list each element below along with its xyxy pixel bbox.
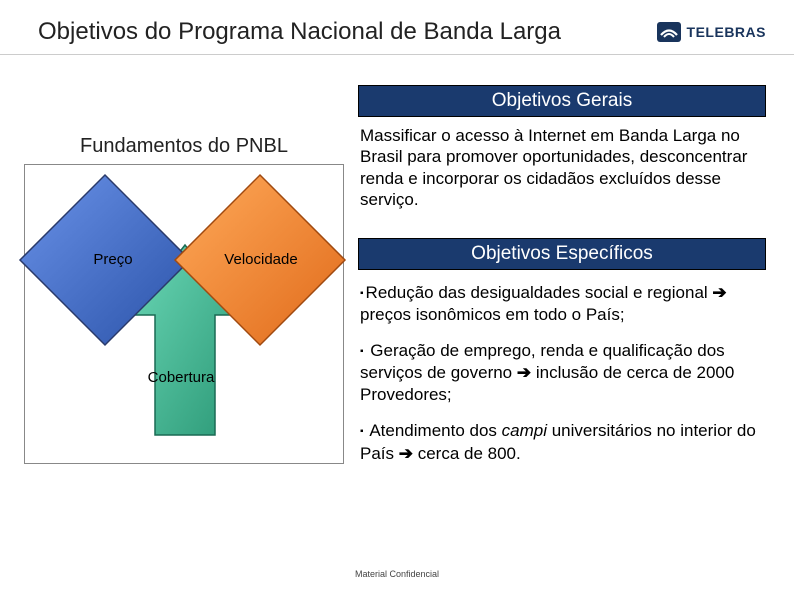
arrow-icon: ➔ [517,363,531,382]
bullet-1: ▪Redução das desigualdades social e regi… [360,282,764,326]
bullet-2: ▪ Geração de emprego, renda e qualificaç… [360,340,764,406]
bullet-mark-icon: ▪ [360,426,364,437]
right-column: Objetivos Gerais Massificar o acesso à I… [358,85,766,485]
cobertura-label: Cobertura [131,369,231,386]
bullet-1-post: preços isonômicos em todo o País; [360,305,625,324]
objetivos-gerais-header: Objetivos Gerais [358,85,766,117]
bullet-3-post: cerca de 800. [413,444,521,463]
left-column: Fundamentos do PNBL [24,135,344,464]
objetivos-especificos-header: Objetivos Específicos [358,238,766,270]
bullet-3: ▪ Atendimento dos campi universitários n… [360,420,764,464]
bullet-3-pre: Atendimento dos [366,421,502,440]
telebras-logo-icon [655,20,683,44]
header: Objetivos do Programa Nacional de Banda … [0,0,794,55]
logo-text: TELEBRAS [687,24,766,40]
pnbl-diagram [15,105,355,485]
velocidade-label: Velocidade [211,251,311,268]
footer-confidential: Material Confidencial [0,569,794,579]
bullet-1-pre: Redução das desigualdades social e regio… [366,283,713,302]
page-title: Objetivos do Programa Nacional de Banda … [38,18,561,46]
logo: TELEBRAS [655,20,766,44]
especificos-list: ▪Redução das desigualdades social e regi… [358,276,766,485]
arrow-icon: ➔ [712,283,726,302]
objetivos-gerais-body: Massificar o acesso à Internet em Banda … [358,123,766,220]
bullet-mark-icon: ▪ [360,346,364,357]
bullet-mark-icon: ▪ [360,288,364,299]
preco-label: Preço [73,251,153,268]
bullet-3-italic: campi [502,421,547,440]
fundamentos-box: Preço Velocidade Cobertura [24,164,344,464]
arrow-icon: ➔ [399,444,413,463]
